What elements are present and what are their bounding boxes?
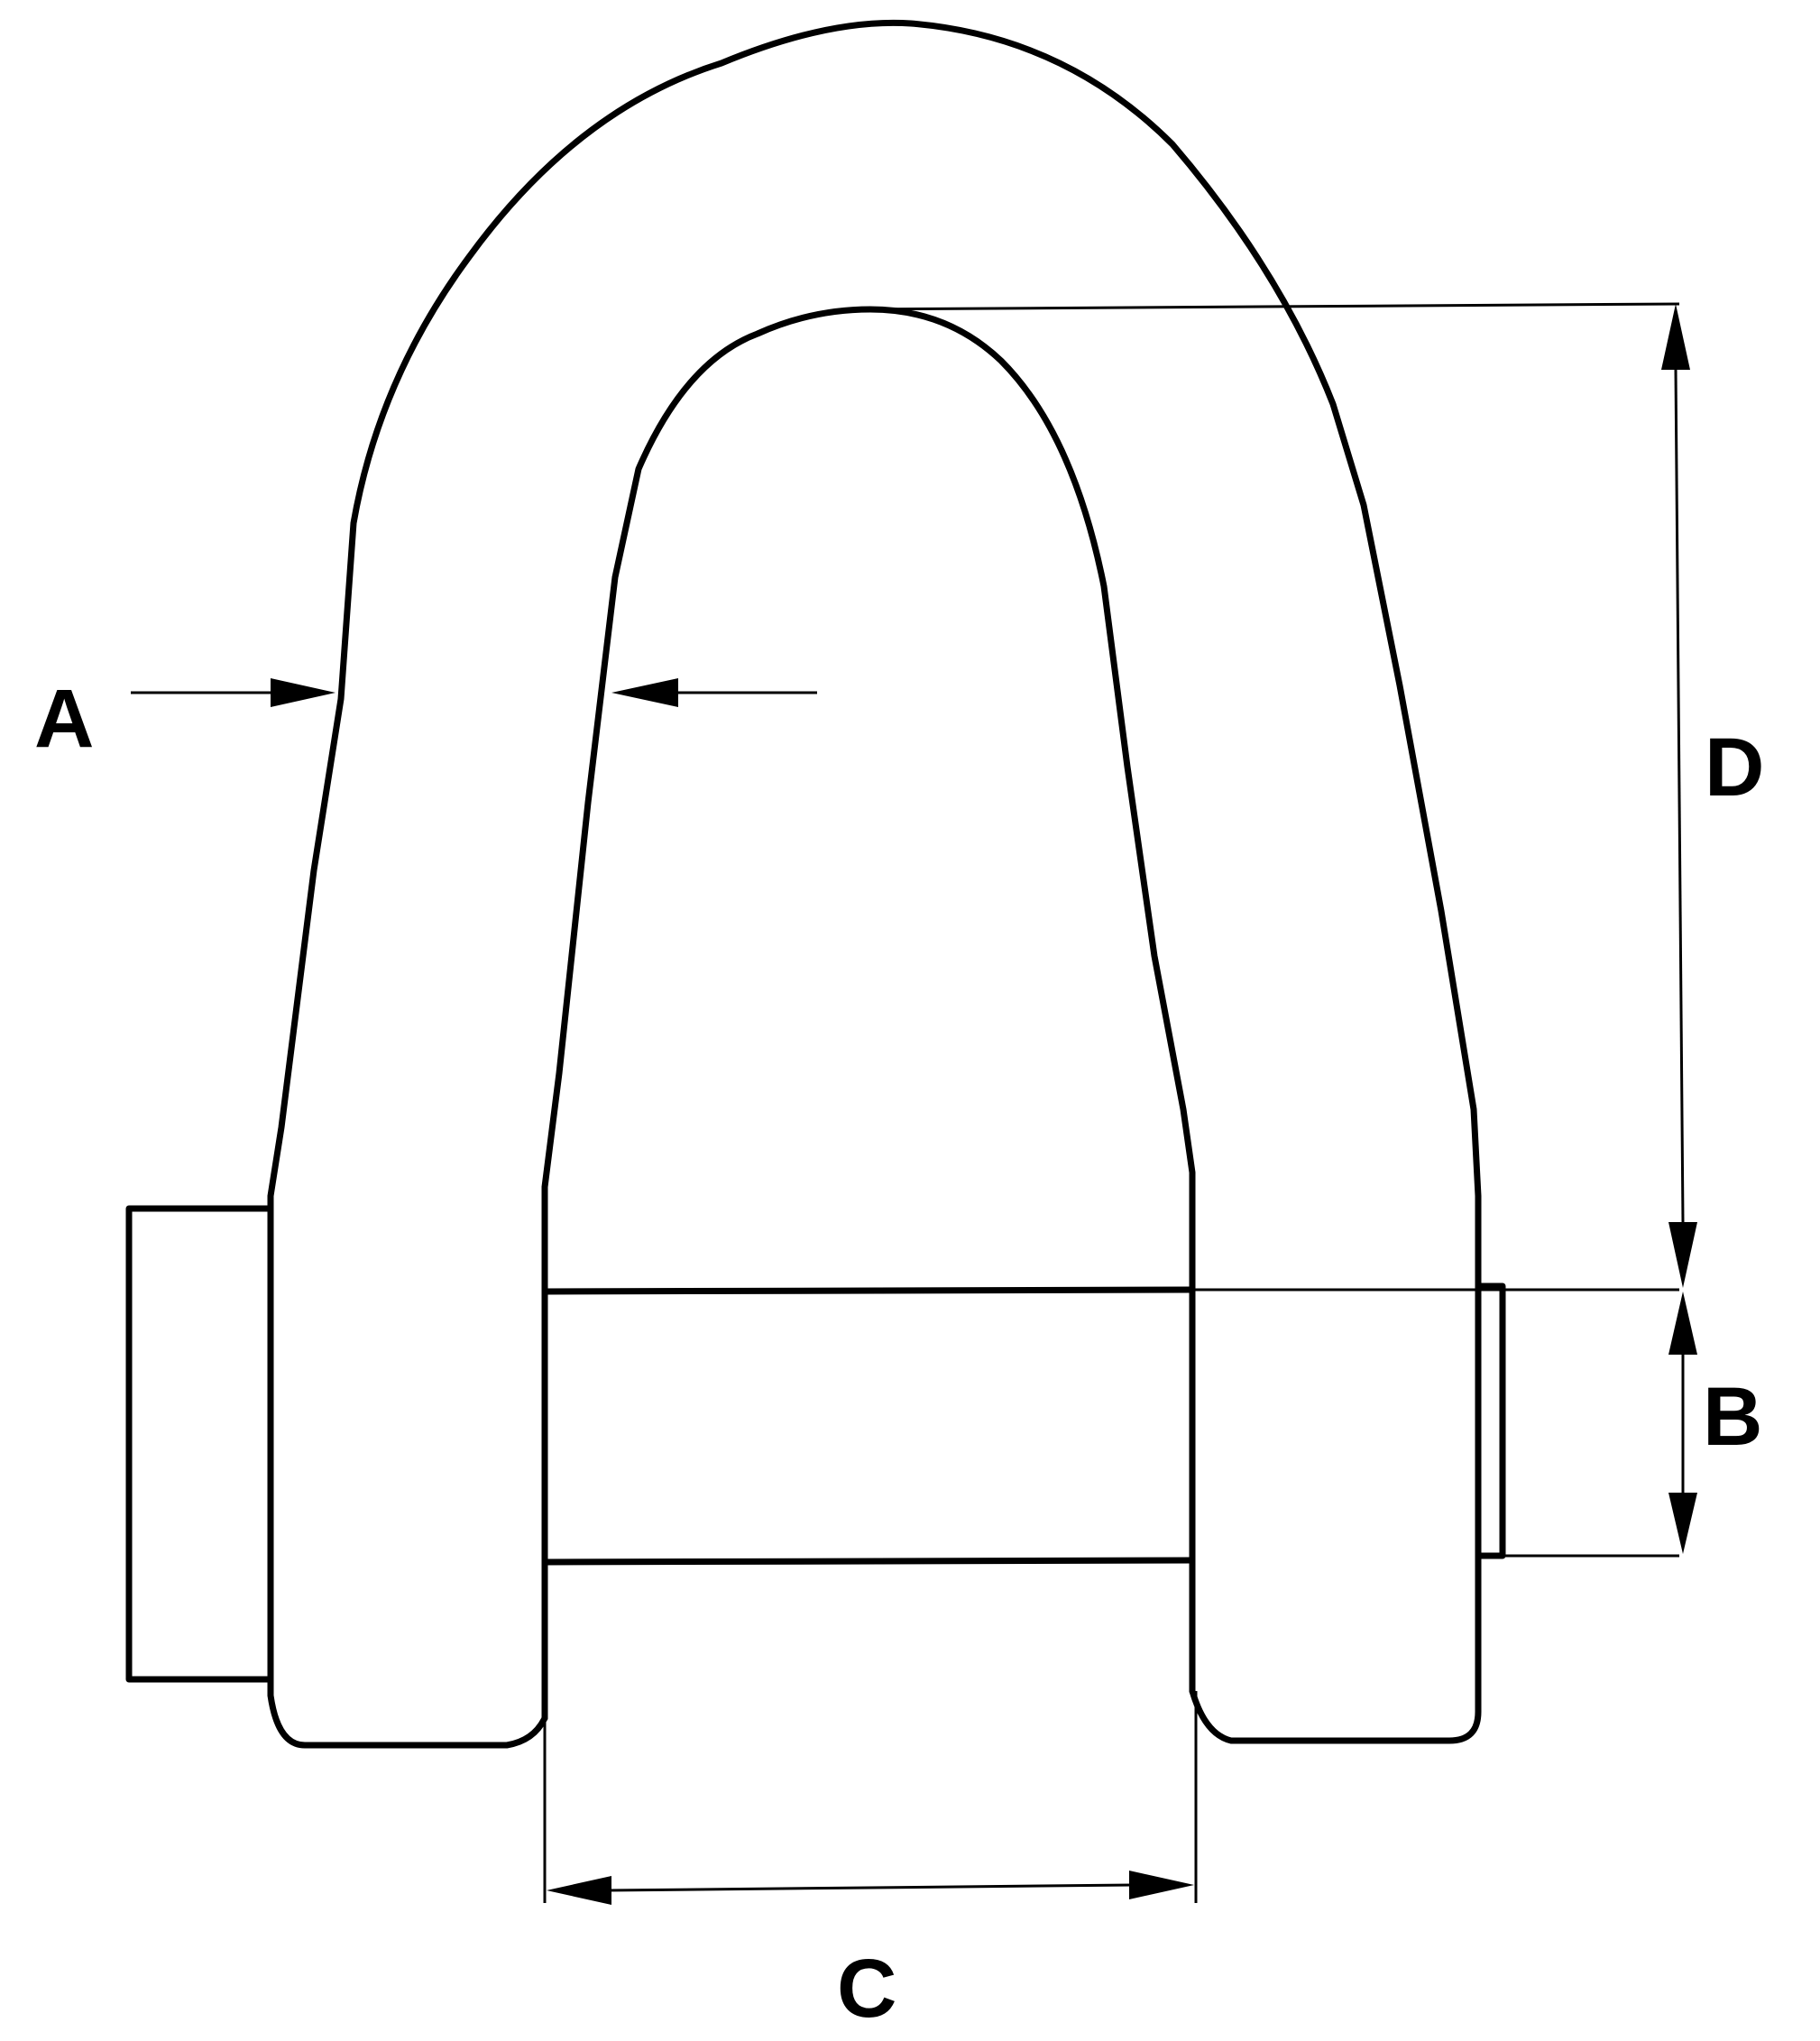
dimension-a: A bbox=[34, 673, 817, 765]
dimension-c-label: C bbox=[837, 1943, 896, 2035]
dimension-b-bottom-arrow bbox=[1668, 1493, 1697, 1554]
pin-bottom-line bbox=[541, 1557, 1196, 1566]
shackle-inner-outline bbox=[541, 306, 1196, 1722]
pin-top-line bbox=[541, 1286, 1196, 1295]
pin-head bbox=[125, 1205, 274, 1683]
dimension-b: B bbox=[1503, 1292, 1762, 1558]
dimension-d: D bbox=[854, 302, 1764, 1292]
dimension-c-line bbox=[607, 1883, 1134, 1892]
dimension-d-bottom-arrow bbox=[1668, 1222, 1697, 1288]
shackle-outer-outline bbox=[267, 19, 1482, 1749]
dimension-a-label: A bbox=[34, 673, 94, 765]
dimension-d-top-extension bbox=[854, 302, 1680, 311]
dimension-d-line bbox=[1674, 369, 1685, 1223]
dimension-b-label: B bbox=[1703, 1371, 1762, 1463]
dimension-a-left-arrow bbox=[271, 678, 336, 707]
pin-end bbox=[1475, 1283, 1506, 1559]
dimension-c-right-arrow bbox=[1129, 1871, 1194, 1899]
dimension-c: C bbox=[543, 1691, 1198, 2035]
dimension-d-top-arrow bbox=[1661, 304, 1690, 370]
dimension-c-left-arrow bbox=[547, 1876, 611, 1905]
dimension-d-label: D bbox=[1705, 722, 1764, 814]
shackle-body bbox=[125, 19, 1506, 1749]
dimension-b-top-arrow bbox=[1668, 1292, 1697, 1355]
dimension-a-right-arrow bbox=[611, 678, 678, 707]
